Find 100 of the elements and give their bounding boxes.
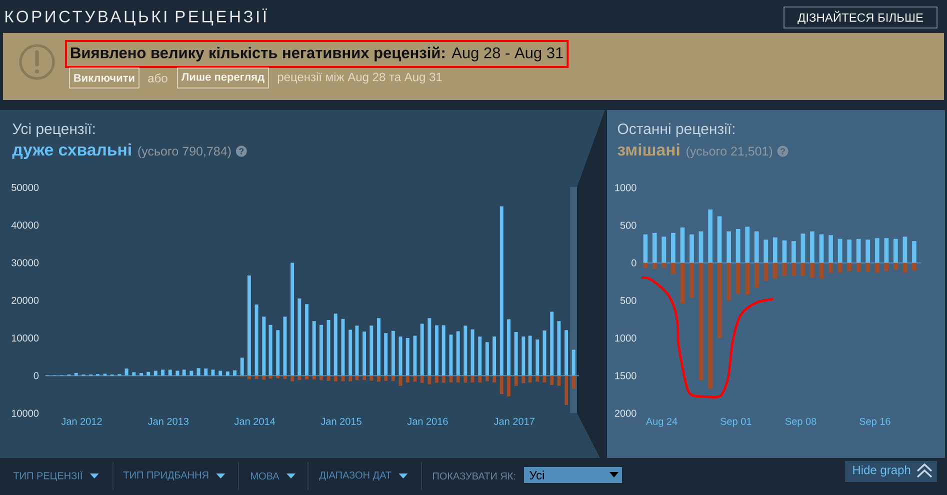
bar — [522, 376, 526, 384]
bar — [800, 262, 806, 276]
bar — [698, 262, 704, 380]
bar — [717, 216, 722, 263]
bar — [319, 324, 323, 376]
bar — [233, 370, 236, 376]
bar — [652, 232, 657, 263]
bar — [894, 238, 898, 263]
text: КОРИСТУВАЦЬКІ РЕЦЕНЗІЇ — [6, 8, 267, 26]
y-tick-label: 10000 — [12, 410, 39, 417]
y-tick-label: 10000 — [12, 334, 39, 342]
y-tick-label: 20000 — [12, 296, 39, 304]
bar — [478, 336, 482, 376]
x-tick-label: Jan 2016 — [407, 418, 448, 425]
bar — [652, 262, 657, 269]
bar — [828, 235, 833, 263]
bar — [492, 376, 496, 382]
y-tick-label: 40000 — [11, 222, 39, 229]
bar — [819, 262, 824, 279]
bar — [772, 262, 778, 279]
bar — [305, 304, 308, 376]
bar — [874, 238, 880, 263]
bar — [146, 372, 150, 376]
bar — [564, 376, 568, 406]
bar — [326, 376, 330, 381]
bar — [557, 376, 561, 386]
x-tick-label: Jan 2015 — [320, 418, 362, 425]
bar — [218, 370, 222, 376]
bar — [168, 370, 172, 376]
chart-subtitle: дуже схвальні — [12, 143, 131, 159]
bar — [254, 376, 258, 380]
bar — [894, 262, 898, 270]
bar — [643, 234, 648, 263]
bar — [847, 240, 852, 263]
bar — [355, 376, 359, 380]
bar — [247, 376, 251, 380]
bar — [196, 368, 200, 376]
bar — [492, 336, 496, 376]
bar — [377, 318, 380, 376]
bar — [413, 336, 417, 376]
bar — [708, 262, 712, 388]
bar — [485, 342, 489, 376]
bar — [828, 262, 833, 273]
bar — [312, 321, 316, 376]
bar — [334, 376, 338, 382]
y-tick-label: 2000 — [614, 410, 636, 417]
bar — [406, 376, 410, 382]
bar — [838, 238, 842, 263]
bar — [522, 336, 526, 376]
bar — [557, 321, 561, 376]
bar — [370, 326, 374, 376]
bar — [572, 350, 576, 376]
bar — [736, 262, 740, 294]
bar — [247, 276, 251, 376]
bar — [420, 324, 424, 376]
bar — [902, 236, 908, 263]
bar — [690, 262, 694, 298]
text: ТИП РЕЦЕНЗІЇ — [13, 470, 83, 482]
bar — [847, 262, 852, 272]
text: (усього 21,501) — [686, 146, 772, 158]
bar — [819, 234, 824, 263]
bar — [782, 240, 787, 263]
x-tick-label: Sep 16 — [860, 418, 890, 427]
bar — [283, 316, 287, 376]
bar — [428, 318, 432, 376]
bar — [680, 262, 685, 304]
bar — [182, 370, 186, 376]
bar — [478, 376, 482, 382]
bar — [190, 370, 194, 376]
bar — [572, 376, 576, 389]
bar — [464, 326, 468, 376]
bar — [268, 324, 272, 376]
bar — [298, 298, 302, 376]
bar — [391, 376, 395, 381]
bar — [662, 262, 666, 268]
bar — [500, 206, 504, 376]
bar — [464, 376, 468, 383]
bar — [745, 226, 750, 263]
bar — [874, 262, 880, 273]
y-tick-label: 0 — [34, 372, 39, 380]
bar — [290, 262, 294, 376]
bar — [276, 376, 280, 378]
bar — [435, 376, 438, 383]
y-tick-label: 1000 — [615, 184, 636, 192]
bar — [856, 238, 861, 263]
bar — [810, 231, 814, 263]
text: або — [148, 74, 168, 82]
bar — [334, 314, 338, 376]
bar — [398, 376, 402, 386]
bar — [671, 262, 676, 274]
text: ПОКАЗУВАТИ ЯК: — [433, 472, 516, 480]
text: Усі — [530, 470, 544, 480]
bar — [362, 332, 366, 376]
bar — [754, 262, 759, 288]
bar — [442, 376, 446, 383]
bar — [680, 228, 685, 263]
bar — [240, 358, 244, 376]
bar — [268, 376, 272, 379]
bar — [514, 332, 518, 376]
bar — [341, 376, 345, 382]
